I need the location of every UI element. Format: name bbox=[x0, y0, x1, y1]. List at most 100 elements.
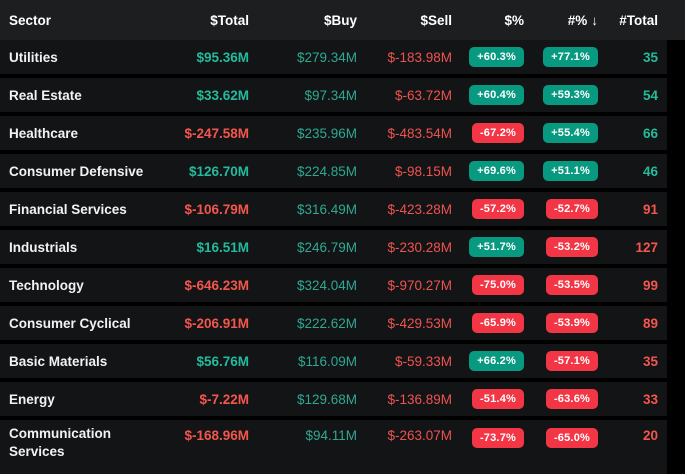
column-header-dollar-total[interactable]: $Total bbox=[210, 12, 249, 28]
dollar-buy-value: $235.96M bbox=[296, 125, 357, 141]
column-header-sector[interactable]: Sector bbox=[9, 12, 52, 28]
sector-name: Healthcare bbox=[9, 125, 79, 141]
table-row[interactable]: Communication Services $-168.96M $94.11M… bbox=[0, 420, 667, 474]
table-row[interactable]: Utilities $95.36M $279.34M $-183.98M +60… bbox=[0, 40, 667, 78]
number-percent-badge: -53.5% bbox=[545, 274, 598, 296]
sector-name: Energy bbox=[9, 391, 55, 407]
table-row[interactable]: Industrials $16.51M $246.79M $-230.28M +… bbox=[0, 230, 667, 268]
table-row[interactable]: Financial Services $-106.79M $316.49M $-… bbox=[0, 192, 667, 230]
dollar-percent-badge: +51.7% bbox=[469, 236, 524, 258]
dollar-percent-cell: -65.9% bbox=[452, 312, 524, 334]
dollar-percent-badge: +60.3% bbox=[469, 46, 524, 68]
sort-descending-icon[interactable]: ↓ bbox=[591, 12, 598, 28]
number-percent-badge: +59.3% bbox=[543, 84, 598, 106]
dollar-percent-cell: +60.4% bbox=[452, 84, 524, 106]
dollar-total-value: $-168.96M bbox=[184, 428, 249, 443]
dollar-total-value: $-247.58M bbox=[184, 125, 249, 141]
number-percent-badge: -52.7% bbox=[545, 198, 598, 220]
number-total-value: 91 bbox=[642, 201, 658, 217]
dollar-total-value: $33.62M bbox=[196, 87, 249, 103]
table-row[interactable]: Basic Materials $56.76M $116.09M $-59.33… bbox=[0, 344, 667, 382]
dollar-sell-value: $-136.89M bbox=[387, 391, 452, 407]
number-percent-badge: -65.0% bbox=[545, 428, 598, 449]
dollar-percent-badge: +66.2% bbox=[469, 350, 524, 372]
dollar-percent-badge: -67.2% bbox=[471, 122, 524, 144]
column-header-dollar-percent[interactable]: $% bbox=[504, 12, 524, 28]
dollar-percent-badge: -65.9% bbox=[471, 312, 524, 334]
dollar-sell-value: $-429.53M bbox=[387, 315, 452, 331]
number-percent-badge: +51.1% bbox=[543, 160, 598, 182]
number-percent-cell: -53.5% bbox=[524, 274, 598, 296]
column-header-number-percent[interactable]: #% ↓ bbox=[524, 13, 598, 28]
dollar-buy-value: $316.49M bbox=[296, 201, 357, 217]
column-header-number-total[interactable]: #Total bbox=[619, 12, 658, 28]
table-row[interactable]: Energy $-7.22M $129.68M $-136.89M -51.4%… bbox=[0, 382, 667, 420]
number-percent-badge: +77.1% bbox=[543, 46, 598, 68]
dollar-sell-value: $-59.33M bbox=[394, 353, 452, 369]
table-row[interactable]: Real Estate $33.62M $97.34M $-63.72M +60… bbox=[0, 78, 667, 116]
number-total-value: 46 bbox=[642, 163, 658, 179]
table-row[interactable]: Technology $-646.23M $324.04M $-970.27M … bbox=[0, 268, 667, 306]
number-percent-badge: -63.6% bbox=[545, 388, 598, 410]
dollar-buy-value: $94.11M bbox=[305, 428, 357, 443]
dollar-percent-cell: -75.0% bbox=[452, 274, 524, 296]
dollar-total-value: $95.36M bbox=[196, 49, 249, 65]
column-header-dollar-buy[interactable]: $Buy bbox=[323, 12, 357, 28]
number-total-value: 66 bbox=[642, 125, 658, 141]
table-body: Utilities $95.36M $279.34M $-183.98M +60… bbox=[0, 40, 685, 474]
table-row[interactable]: Consumer Cyclical $-206.91M $222.62M $-4… bbox=[0, 306, 667, 344]
dollar-percent-badge: +69.6% bbox=[469, 160, 524, 182]
number-total-value: 127 bbox=[635, 239, 658, 255]
number-percent-cell: +77.1% bbox=[524, 46, 598, 68]
dollar-total-value: $56.76M bbox=[196, 353, 249, 369]
dollar-buy-value: $224.85M bbox=[296, 163, 357, 179]
sector-name: Technology bbox=[9, 277, 84, 293]
dollar-percent-badge: -57.2% bbox=[471, 198, 524, 220]
dollar-percent-cell: -73.7% bbox=[452, 420, 524, 449]
sector-name: Consumer Cyclical bbox=[9, 315, 131, 331]
number-total-value: 99 bbox=[642, 277, 658, 293]
dollar-percent-badge: -51.4% bbox=[471, 388, 524, 410]
dollar-buy-value: $222.62M bbox=[296, 315, 357, 331]
dollar-percent-cell: -51.4% bbox=[452, 388, 524, 410]
number-percent-cell: +51.1% bbox=[524, 160, 598, 182]
table-row[interactable]: Consumer Defensive $126.70M $224.85M $-9… bbox=[0, 154, 667, 192]
dollar-sell-value: $-970.27M bbox=[387, 277, 452, 293]
dollar-percent-badge: -75.0% bbox=[471, 274, 524, 296]
number-total-value: 20 bbox=[642, 428, 658, 443]
number-percent-badge: -57.1% bbox=[545, 350, 598, 372]
column-header-dollar-sell[interactable]: $Sell bbox=[420, 12, 452, 28]
sector-name: Industrials bbox=[9, 239, 78, 255]
number-percent-badge: -53.9% bbox=[545, 312, 598, 334]
dollar-percent-cell: +51.7% bbox=[452, 236, 524, 258]
sector-name: Basic Materials bbox=[9, 353, 108, 369]
number-total-value: 54 bbox=[642, 87, 658, 103]
column-header-number-percent-label: #% bbox=[567, 12, 588, 28]
table-header-row: Sector $Total $Buy $Sell $% #% ↓ #Total bbox=[0, 0, 685, 40]
dollar-total-value: $16.51M bbox=[196, 239, 249, 255]
number-percent-badge: -53.2% bbox=[545, 236, 598, 258]
number-total-value: 35 bbox=[642, 353, 658, 369]
dollar-sell-value: $-263.07M bbox=[387, 428, 452, 443]
number-percent-cell: -53.2% bbox=[524, 236, 598, 258]
table-row[interactable]: Healthcare $-247.58M $235.96M $-483.54M … bbox=[0, 116, 667, 154]
dollar-total-value: $-206.91M bbox=[184, 315, 249, 331]
number-percent-cell: -65.0% bbox=[524, 420, 598, 449]
number-total-value: 33 bbox=[642, 391, 658, 407]
dollar-total-value: $-646.23M bbox=[184, 277, 249, 293]
dollar-sell-value: $-98.15M bbox=[394, 163, 452, 179]
dollar-percent-cell: +69.6% bbox=[452, 160, 524, 182]
dollar-percent-cell: -67.2% bbox=[452, 122, 524, 144]
dollar-percent-cell: +66.2% bbox=[452, 350, 524, 372]
number-percent-cell: -52.7% bbox=[524, 198, 598, 220]
dollar-sell-value: $-423.28M bbox=[387, 201, 452, 217]
dollar-sell-value: $-230.28M bbox=[387, 239, 452, 255]
dollar-percent-badge: +60.4% bbox=[469, 84, 524, 106]
number-total-value: 89 bbox=[642, 315, 658, 331]
dollar-percent-badge: -73.7% bbox=[471, 428, 524, 449]
number-percent-cell: -57.1% bbox=[524, 350, 598, 372]
dollar-percent-cell: -57.2% bbox=[452, 198, 524, 220]
dollar-sell-value: $-483.54M bbox=[387, 125, 452, 141]
dollar-buy-value: $129.68M bbox=[296, 391, 357, 407]
